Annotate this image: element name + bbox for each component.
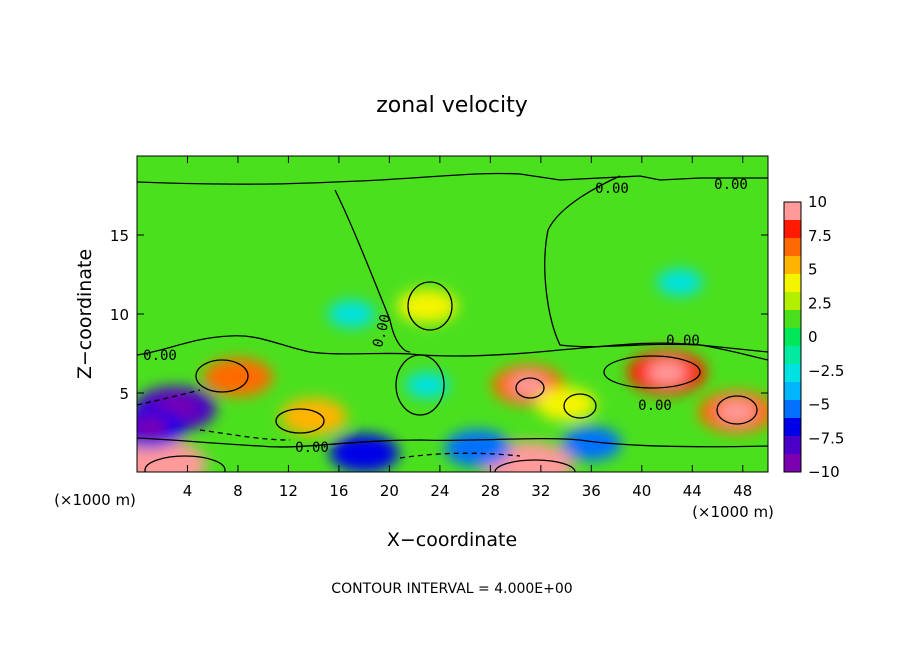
x-tick-label: 32 [531, 482, 550, 500]
x-tick-label: 28 [481, 482, 500, 500]
x-axis: 4 8 12 16 20 24 28 32 36 40 44 48 [183, 156, 752, 500]
colorbar-tick-label: 2.5 [808, 294, 832, 312]
contour-label: 0.00 [714, 177, 748, 193]
x-tick-label: 16 [329, 482, 348, 500]
contour-label: 0.00 [143, 348, 177, 364]
colorbar: 10 7.5 5 2.5 0 −2.5 −5 −7.5 −10 [783, 193, 844, 481]
colorbar-segment [784, 346, 801, 365]
x-tick-label: 4 [183, 482, 193, 500]
velocity-blob [656, 268, 703, 296]
velocity-blob [329, 433, 399, 472]
contour-lines [137, 172, 768, 472]
velocity-blob [405, 372, 450, 399]
velocity-core [717, 400, 756, 424]
x-axis-label: X−coordinate [387, 529, 517, 551]
contour-interval-note: CONTOUR INTERVAL = 4.000E+00 [331, 581, 572, 597]
velocity-blob [397, 289, 458, 324]
colorbar-segment [784, 256, 801, 275]
x-tick-label: 8 [233, 482, 243, 500]
x-unit-left: (×1000 m) [54, 491, 136, 509]
x-tick-label: 12 [279, 482, 298, 500]
contour-label: 0.00 [638, 398, 672, 414]
velocity-core [140, 450, 185, 472]
x-tick-label: 24 [430, 482, 449, 500]
x-tick-label: 36 [582, 482, 601, 500]
contour-label: 0.00 [595, 181, 629, 197]
velocity-core [137, 416, 168, 439]
colorbar-segment [784, 418, 801, 437]
colorbar-segment [784, 400, 801, 419]
velocity-core [510, 373, 547, 397]
chart-title: zonal velocity [376, 93, 528, 118]
contour-label: 0.00 [295, 440, 329, 456]
velocity-core [647, 360, 687, 385]
colorbar-tick-label: −2.5 [808, 362, 844, 380]
velocity-blob [327, 300, 376, 328]
velocity-blob [536, 387, 597, 422]
colorbar-tick-label: 0 [808, 328, 818, 346]
colorbar-tick-label: −7.5 [808, 429, 844, 447]
colorbar-segment [784, 310, 801, 329]
x-unit-right: (×1000 m) [692, 503, 774, 521]
y-tick-label: 15 [110, 227, 129, 245]
colorbar-tick-label: 7.5 [808, 227, 832, 245]
velocity-blob [561, 426, 622, 461]
y-tick-label: 10 [110, 306, 129, 324]
velocity-blob [203, 357, 273, 397]
colorbar-segment [784, 274, 801, 293]
x-tick-label: 40 [632, 482, 651, 500]
colorbar-segment [784, 328, 801, 347]
x-tick-label: 44 [683, 482, 702, 500]
x-tick-label: 20 [380, 482, 399, 500]
colorbar-tick-label: −10 [808, 463, 840, 481]
colorbar-segment [784, 382, 801, 401]
colorbar-segment [784, 220, 801, 239]
colorbar-tick-label: −5 [808, 396, 830, 414]
velocity-blob [280, 398, 347, 436]
y-axis-label: Z−coordinate [74, 249, 96, 379]
y-axis: 5 10 15 [110, 227, 768, 403]
colorbar-segment [784, 238, 801, 257]
colorbar-segment [784, 454, 801, 473]
colorbar-segment [784, 202, 801, 221]
contour-labels: 0.00 0.00 0.00 0.00 0.00 0.00 0.00 [143, 177, 748, 456]
colorbar-segment [784, 292, 801, 311]
colorbar-tick-label: 5 [808, 261, 818, 279]
y-tick-label: 5 [119, 385, 129, 403]
contour-label: 0.00 [666, 333, 700, 349]
velocity-core [506, 452, 551, 472]
plot-area: 0.00 0.00 0.00 0.00 0.00 0.00 0.00 [137, 156, 768, 472]
colorbar-segment [784, 436, 801, 455]
colorbar-segment [784, 364, 801, 383]
colorbar-frame [783, 201, 802, 473]
x-tick-label: 48 [733, 482, 752, 500]
velocity-blob [444, 429, 511, 467]
colorbar-tick-label: 10 [808, 193, 827, 211]
